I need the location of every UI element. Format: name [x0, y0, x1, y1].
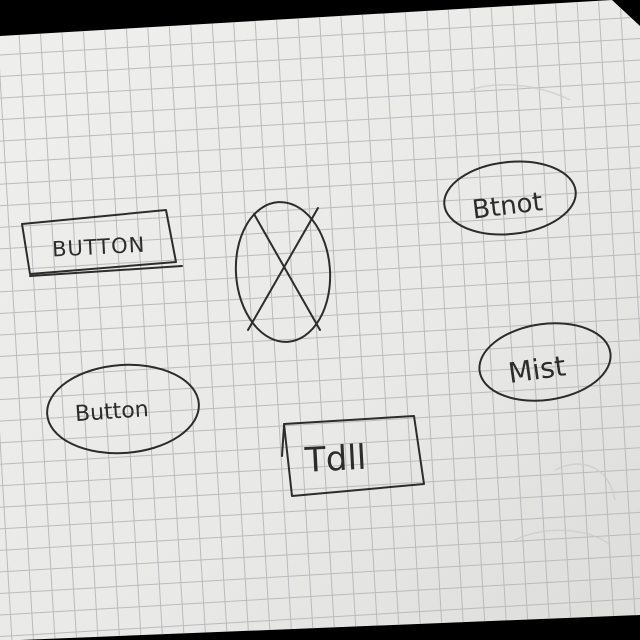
grid-line-horizontal	[0, 519, 640, 584]
grid-line-horizontal	[0, 541, 640, 605]
grid-line-vertical	[198, 0, 263, 640]
grid-line-horizontal	[0, 304, 640, 369]
grid-line-horizontal	[0, 455, 640, 520]
grid-line-vertical	[91, 0, 156, 640]
grid-line-vertical	[327, 0, 392, 640]
button-oval-sketch: Button	[46, 363, 200, 455]
grid-line-vertical	[477, 0, 542, 640]
grid-line-vertical	[155, 0, 220, 640]
grid-line-vertical	[370, 0, 435, 640]
grid-line-vertical	[456, 0, 521, 640]
grid-line-horizontal	[0, 347, 640, 412]
show-through-marks	[469, 84, 616, 546]
grid-line-horizontal	[0, 176, 640, 241]
button-rect-outline	[21, 209, 177, 275]
grid-line-vertical	[413, 0, 478, 640]
grid-line-horizontal	[0, 219, 640, 283]
placeholder-circle	[234, 201, 332, 343]
grid-line-horizontal	[0, 283, 640, 348]
grid-line-horizontal	[0, 197, 640, 262]
grid-line-vertical	[520, 0, 585, 640]
grid-line-vertical	[391, 0, 456, 640]
mist-oval-outline	[478, 322, 612, 402]
grid-line-vertical	[5, 0, 70, 640]
placeholder-cross-line-a	[253, 213, 321, 331]
image-placeholder-icon	[234, 201, 332, 343]
tall-box-left-tick	[281, 425, 285, 457]
grid-line-horizontal	[0, 476, 640, 541]
pencil-sketches: BUTTON Btnot Button Tdll	[21, 160, 612, 497]
grid-line-vertical	[542, 0, 607, 640]
grid-line-vertical	[112, 0, 177, 640]
grid-line-vertical	[134, 0, 199, 640]
grid-line-horizontal	[0, 562, 640, 627]
grid-line-vertical	[27, 0, 91, 640]
grid-line-horizontal	[0, 433, 640, 498]
grid-line-vertical	[563, 0, 628, 640]
grid-line-vertical	[241, 0, 306, 640]
grid-line-horizontal	[0, 498, 640, 562]
grid-line-vertical	[220, 0, 285, 640]
grid-line-horizontal	[0, 90, 640, 155]
grid-line-vertical	[48, 0, 113, 640]
grid-line-horizontal	[0, 25, 640, 90]
grid-line-vertical	[284, 0, 349, 640]
grid-line-horizontal	[0, 111, 640, 176]
grid-line-horizontal	[0, 583, 640, 640]
grid-line-horizontal	[0, 412, 640, 477]
grid-line-horizontal	[0, 240, 640, 305]
tall-box-outline	[283, 415, 425, 497]
grid-line-horizontal	[0, 47, 640, 112]
grid-line-vertical	[434, 0, 499, 640]
tall-box-label: Tdll	[303, 438, 367, 481]
button-rect-underline	[29, 265, 183, 277]
grid-line-horizontal	[0, 133, 640, 198]
grid-line-vertical	[177, 0, 242, 640]
grid-line-vertical	[499, 0, 564, 640]
grid-line-vertical	[70, 0, 134, 640]
button-rect-sketch: BUTTON	[21, 209, 183, 277]
grid-line-vertical	[606, 0, 640, 640]
tall-box-sketch: Tdll	[281, 415, 425, 497]
button-rect-label: BUTTON	[51, 233, 145, 262]
grid-line-vertical	[263, 0, 328, 640]
mist-oval-sketch: Mist	[478, 322, 612, 402]
grid-line-horizontal	[0, 4, 640, 69]
grid-line-horizontal	[0, 369, 640, 434]
placeholder-cross-line-b	[247, 207, 319, 331]
grid-line-vertical	[585, 0, 640, 640]
grid-line-vertical	[306, 0, 370, 640]
grid-line-horizontal	[0, 154, 640, 219]
button-oval-outline	[46, 363, 200, 455]
grid-line-horizontal	[0, 390, 640, 455]
button-oval-label: Button	[74, 397, 149, 427]
mist-oval-label: Mist	[506, 349, 568, 390]
grid-line-horizontal	[0, 68, 640, 133]
grid-line-vertical	[0, 0, 49, 640]
grid-line-horizontal	[0, 326, 640, 391]
btnot-oval-outline	[443, 160, 577, 236]
grid-line-vertical	[349, 0, 413, 640]
